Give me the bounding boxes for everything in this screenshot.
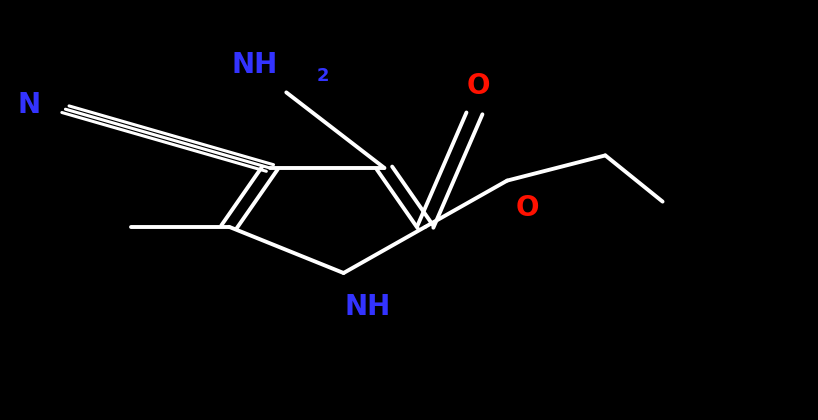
Text: N: N (17, 91, 40, 119)
Text: 2: 2 (317, 67, 330, 84)
Text: O: O (467, 72, 490, 100)
Text: NH: NH (231, 51, 278, 79)
Text: NH: NH (345, 293, 391, 320)
Text: O: O (516, 194, 539, 222)
